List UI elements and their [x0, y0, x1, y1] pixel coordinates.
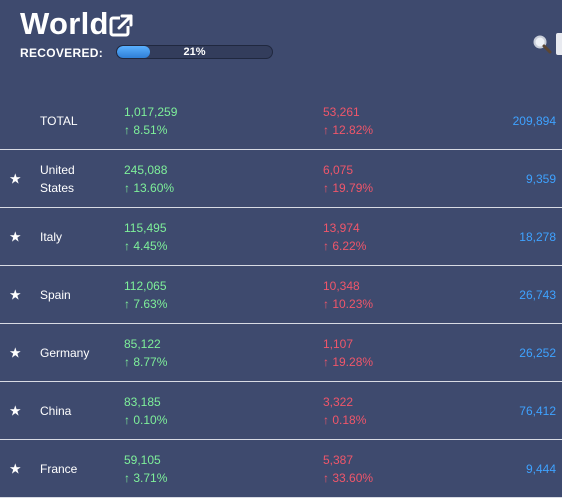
- cases-cell: 112,065 ↑ 7.63%: [124, 277, 167, 313]
- star-icon[interactable]: ★: [9, 344, 22, 360]
- cases-value: 83,185: [124, 394, 161, 409]
- cases-value: 85,122: [124, 336, 161, 351]
- deaths-cell: 5,387 ↑ 33.60%: [323, 451, 373, 487]
- deaths-value: 13,974: [323, 220, 360, 235]
- deaths-change: ↑ 10.23%: [323, 296, 374, 311]
- deaths-change: ↑ 33.60%: [323, 470, 374, 485]
- star-icon[interactable]: ★: [9, 460, 22, 476]
- cases-cell: 1,017,259 ↑ 8.51%: [124, 103, 177, 139]
- stats-table: TOTAL 1,017,259 ↑ 8.51% 53,261 ↑ 12.82% …: [0, 92, 562, 498]
- search-icon[interactable]: [532, 34, 552, 54]
- country-name: Spain: [40, 287, 71, 302]
- star-icon[interactable]: ★: [9, 170, 22, 186]
- table-row[interactable]: ★ Italy 115,495 ↑ 4.45% 13,974 ↑ 6.22% 1…: [0, 208, 562, 266]
- deaths-value: 53,261: [323, 104, 360, 119]
- recovered-progress-fill: [117, 46, 150, 58]
- recovered-value: 9,444: [525, 461, 556, 476]
- table-row[interactable]: ★ Germany 85,122 ↑ 8.77% 1,107 ↑ 19.28% …: [0, 324, 562, 382]
- deaths-cell: 3,322 ↑ 0.18%: [323, 393, 366, 429]
- recovered-value: 209,894: [512, 113, 556, 128]
- deaths-change: ↑ 6.22%: [323, 238, 367, 253]
- cases-value: 115,495: [124, 220, 167, 235]
- recovered-value: 76,412: [519, 403, 556, 418]
- deaths-value: 1,107: [323, 336, 354, 351]
- recovered-value: 26,743: [519, 287, 556, 302]
- country-name: Germany: [40, 345, 90, 360]
- recovered-label: RECOVERED:: [20, 46, 104, 60]
- deaths-change: ↑ 19.28%: [323, 354, 374, 369]
- recovered-value: 18,278: [519, 229, 556, 244]
- row-name: TOTAL: [40, 113, 78, 128]
- cases-value: 1,017,259: [124, 104, 178, 119]
- header: World RECOVERED: 21%: [0, 0, 562, 92]
- star-icon[interactable]: ★: [9, 228, 22, 244]
- recovered-value: 26,252: [519, 345, 556, 360]
- deaths-value: 6,075: [323, 162, 354, 177]
- country-name: France: [40, 461, 78, 476]
- table-row[interactable]: ★ United States 245,088 ↑ 13.60% 6,075 ↑…: [0, 150, 562, 208]
- deaths-cell: 10,348 ↑ 10.23%: [323, 277, 373, 313]
- cases-value: 245,088: [124, 162, 168, 177]
- table-row[interactable]: ★ Spain 112,065 ↑ 7.63% 10,348 ↑ 10.23% …: [0, 266, 562, 324]
- table-row[interactable]: ★ China 83,185 ↑ 0.10% 3,322 ↑ 0.18% 76,…: [0, 382, 562, 440]
- table-row-total[interactable]: TOTAL 1,017,259 ↑ 8.51% 53,261 ↑ 12.82% …: [0, 92, 562, 150]
- cases-cell: 85,122 ↑ 8.77%: [124, 335, 167, 371]
- recovered-percent: 21%: [183, 46, 206, 58]
- cases-change: ↑ 0.10%: [124, 412, 168, 427]
- cases-change: ↑ 8.51%: [124, 122, 168, 137]
- cases-cell: 245,088 ↑ 13.60%: [124, 161, 174, 197]
- cases-change: ↑ 13.60%: [124, 180, 175, 195]
- deaths-value: 10,348: [323, 278, 360, 293]
- deaths-value: 3,322: [323, 394, 354, 409]
- cases-change: ↑ 3.71%: [124, 470, 168, 485]
- page-title: World: [20, 6, 109, 41]
- deaths-cell: 13,974 ↑ 6.22%: [323, 219, 366, 255]
- cases-change: ↑ 8.77%: [124, 354, 168, 369]
- recovered-progress-bar: 21%: [116, 45, 273, 59]
- deaths-change: ↑ 12.82%: [323, 122, 374, 137]
- cases-change: ↑ 4.45%: [124, 238, 168, 253]
- country-name: United States: [40, 162, 75, 195]
- deaths-cell: 6,075 ↑ 19.79%: [323, 161, 373, 197]
- country-name: Italy: [40, 229, 63, 244]
- star-icon[interactable]: ★: [9, 286, 22, 302]
- recovered-value: 9,359: [525, 171, 556, 186]
- cases-value: 59,105: [124, 452, 161, 467]
- deaths-cell: 1,107 ↑ 19.28%: [323, 335, 373, 371]
- deaths-change: ↑ 19.79%: [323, 180, 374, 195]
- cases-cell: 83,185 ↑ 0.10%: [124, 393, 167, 429]
- search-field-edge[interactable]: [556, 33, 562, 55]
- external-link-icon[interactable]: [108, 13, 134, 39]
- deaths-cell: 53,261 ↑ 12.82%: [323, 103, 373, 139]
- deaths-value: 5,387: [323, 452, 354, 467]
- cases-value: 112,065: [124, 278, 167, 293]
- cases-cell: 115,495 ↑ 4.45%: [124, 219, 167, 255]
- country-name: China: [40, 403, 72, 418]
- cases-cell: 59,105 ↑ 3.71%: [124, 451, 167, 487]
- star-icon[interactable]: ★: [9, 402, 22, 418]
- cases-change: ↑ 7.63%: [124, 296, 168, 311]
- table-row[interactable]: ★ France 59,105 ↑ 3.71% 5,387 ↑ 33.60% 9…: [0, 440, 562, 498]
- deaths-change: ↑ 0.18%: [323, 412, 367, 427]
